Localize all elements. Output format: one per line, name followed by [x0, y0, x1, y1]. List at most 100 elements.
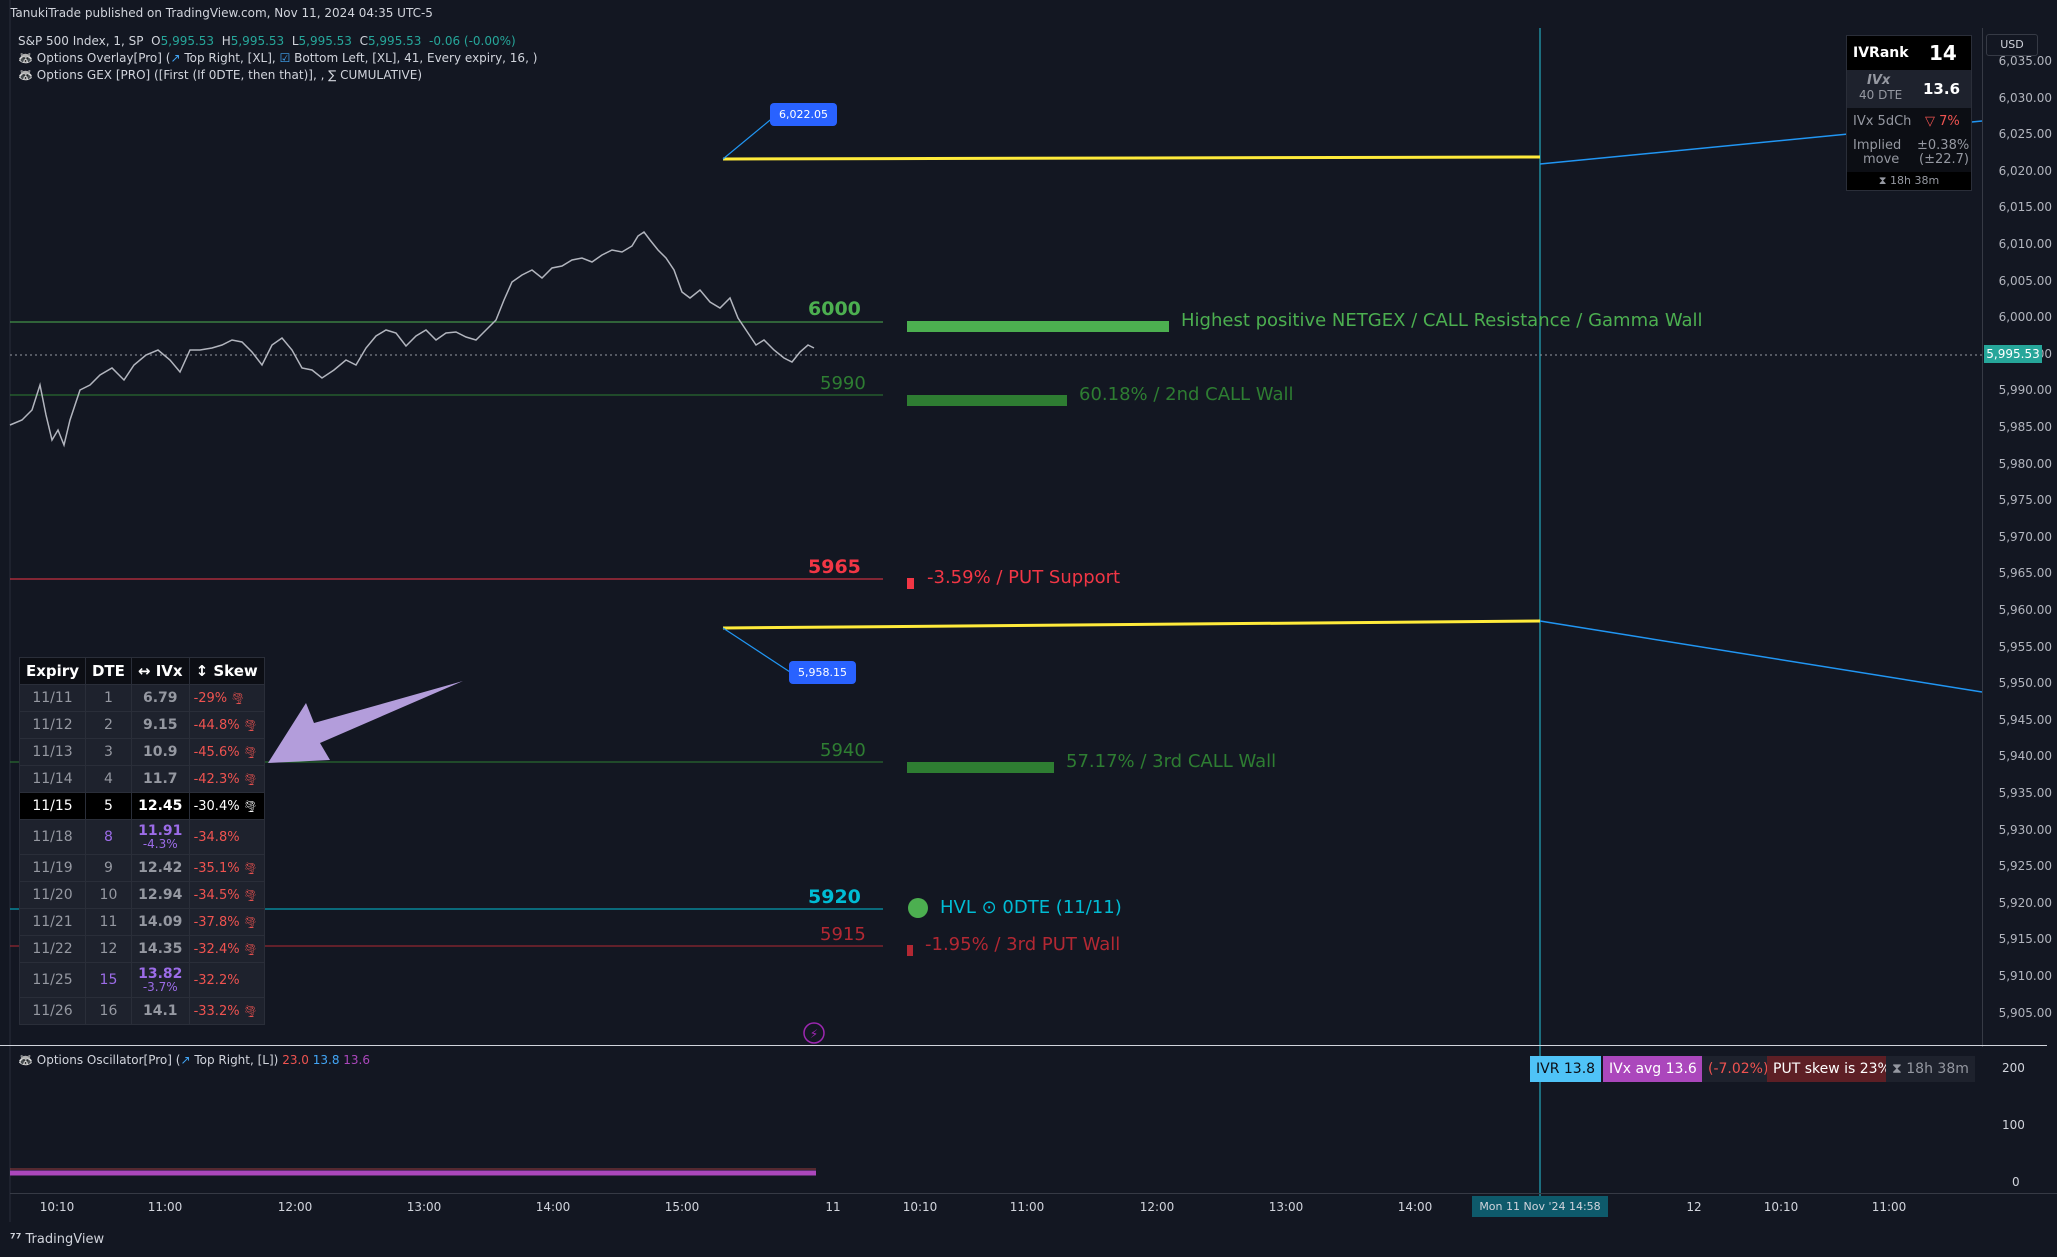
upper-price-bubble[interactable]: 6,022.05 [770, 103, 837, 126]
cell-expiry: 11/15 [19, 792, 86, 820]
table-row: 11/14 4 11.7 -42.3% 🌪 [19, 765, 265, 793]
skew-value: -35.1% [193, 860, 240, 876]
price-tick: 5,920.00 [1998, 895, 2052, 910]
skew-value: -32.2% [193, 972, 240, 988]
cell-skew: -33.2% 🌪 [188, 997, 265, 1025]
expiry-table: Expiry DTE ↔ IVx ↕ Skew 11/11 1 6.79 -29% 🌪… [19, 657, 265, 1025]
time-tick: 12:00 [277, 1200, 313, 1214]
table-row: 11/11 1 6.79 -29% 🌪 [19, 684, 265, 712]
overlay-indicator-legend[interactable]: 🦝 Options Overlay[Pro] (↗ Top Right, [XL… [18, 51, 537, 65]
level-5965-price: 5965 [808, 556, 861, 578]
overlay-legend-a: Options Overlay[Pro] ( [36, 51, 171, 65]
skew-icon: 🌪 [239, 799, 258, 813]
cell-skew: -32.2% [188, 962, 265, 998]
level-6000-text: Highest positive NETGEX / CALL Resistanc… [1181, 310, 1703, 331]
lower-expected-move-line [722, 619, 1541, 630]
gex-indicator-legend[interactable]: 🦝 Options GEX [PRO] ([First (If 0DTE, th… [18, 68, 422, 82]
gex-bar-5915 [907, 945, 913, 956]
time-tick: 11 [825, 1200, 841, 1214]
symbol-name[interactable]: S&P 500 Index, 1, SP [18, 34, 144, 48]
osc-legend-a: Options Oscillator[Pro] ( [36, 1053, 181, 1067]
cell-skew: -44.8% 🌪 [188, 711, 265, 739]
ivx-value: 6.79 [142, 690, 178, 706]
skew-value: -37.8% [193, 914, 240, 930]
skew-icon: 🌪 [239, 1004, 258, 1018]
price-tick: 6,015.00 [1998, 200, 2052, 215]
annotation-arrow[interactable] [268, 681, 463, 763]
cell-dte: 9 [84, 854, 132, 882]
ivr-timer: ⧗ 18h 38m [1847, 172, 1971, 190]
put-skew-badge: PUT skew is 23% [1767, 1056, 1897, 1082]
cell-expiry: 11/26 [19, 997, 86, 1025]
osc-timer-badge: ⧗ 18h 38m [1886, 1056, 1975, 1082]
ivx-value: 11.7 [142, 771, 178, 787]
ivx-label: IVx [1867, 73, 1891, 88]
open-value: 5,995.53 [160, 34, 215, 48]
change-badge: (-7.02%) [1702, 1056, 1775, 1082]
pane-separator[interactable] [0, 1045, 2047, 1046]
price-tick: 5,940.00 [1998, 749, 2052, 764]
price-tick: 6,005.00 [1998, 273, 2052, 288]
level-5965-text: -3.59% / PUT Support [927, 567, 1121, 588]
cell-ivx: 12.45 [130, 792, 190, 820]
level-6000-price: 6000 [808, 298, 861, 320]
cell-ivx: 11.7 [130, 765, 190, 793]
time-tick: 12 [1686, 1200, 1702, 1214]
osc-value-1: 23.0 [282, 1053, 309, 1067]
ivx-value: 12.94 [138, 887, 183, 903]
cell-ivx: 14.09 [130, 908, 190, 936]
skew-value: -44.8% [193, 717, 240, 733]
cell-expiry: 11/20 [19, 881, 86, 909]
time-axis[interactable] [10, 1193, 2057, 1222]
cell-expiry: 11/13 [19, 738, 86, 766]
gex-bar-5965 [907, 578, 914, 589]
cell-dte: 5 [84, 792, 132, 820]
ivx-change: -4.3% [142, 837, 178, 851]
cell-dte: 8 [84, 819, 132, 855]
cell-ivx: 14.35 [130, 935, 190, 963]
cell-expiry: 11/25 [19, 962, 86, 998]
cell-expiry: 11/12 [19, 711, 86, 739]
checkbox-icon: ☑ [279, 51, 291, 65]
cell-expiry: 11/21 [19, 908, 86, 936]
price-tick: 5,955.00 [1998, 639, 2052, 654]
cell-skew: -32.4% 🌪 [188, 935, 265, 963]
overlay-legend-c: Bottom Left, [XL], 41, Every expiry, 16,… [294, 51, 538, 65]
ivx-value: 9.15 [142, 717, 178, 733]
currency-button[interactable]: USD [1986, 34, 2038, 56]
gex-bar-5990 [907, 395, 1067, 406]
footer-brand[interactable]: ⁷⁷ TradingView [10, 1232, 104, 1247]
table-row: 11/19 9 12.42 -35.1% 🌪 [19, 854, 265, 882]
footer-brand-text: TradingView [25, 1232, 105, 1247]
price-tick: 5,930.00 [1998, 822, 2052, 837]
skew-icon: 🌪 [239, 718, 258, 732]
skew-value: -32.4% [193, 941, 240, 957]
cell-ivx: 13.82 -3.7% [130, 962, 190, 998]
col-skew: ↕ Skew [188, 657, 265, 685]
cell-ivx: 11.91 -4.3% [130, 819, 190, 855]
cell-dte: 1 [84, 684, 132, 712]
col-expiry: Expiry [19, 657, 86, 685]
price-tick: 5,970.00 [1998, 529, 2052, 544]
ivx-value: 11.91 [138, 823, 183, 839]
overlay-legend-b: Top Right, [XL], [184, 51, 276, 65]
oscillator-legend[interactable]: 🦝 Options Oscillator[Pro] (↗ Top Right, … [18, 1053, 370, 1067]
table-row: 11/18 8 11.91 -4.3% -34.8% [19, 819, 265, 855]
cell-expiry: 11/22 [19, 935, 86, 963]
gex-legend-text: Options GEX [PRO] ([First (If 0DTE, then… [36, 68, 422, 82]
lightning-icon[interactable] [803, 1022, 825, 1044]
price-tick: 5,985.00 [1998, 420, 2052, 434]
price-axis[interactable]: 6,035.00 6,030.00 6,025.00 6,020.00 6,015.00… [1982, 28, 2057, 1047]
ivx-avg-badge: IVx avg 13.6 [1603, 1056, 1703, 1082]
cell-dte: 3 [84, 738, 132, 766]
ivrank-panel: IVRank 14 IVx 40 DTE 13.6 IVx 5dCh ▽ 7% … [1846, 35, 1972, 191]
implied-pts: (±22.7) [1919, 152, 1969, 167]
cell-ivx: 10.9 [130, 738, 190, 766]
time-tick: 13:00 [406, 1200, 442, 1214]
price-tick: 5,905.00 [1998, 1005, 2052, 1020]
skew-value: -42.3% [193, 771, 240, 787]
cell-expiry: 11/11 [19, 684, 86, 712]
price-tick: 6,000.00 [1998, 310, 2052, 325]
price-tick: 6,030.00 [1998, 90, 2052, 105]
lower-price-bubble[interactable]: 5,958.15 [789, 661, 856, 684]
